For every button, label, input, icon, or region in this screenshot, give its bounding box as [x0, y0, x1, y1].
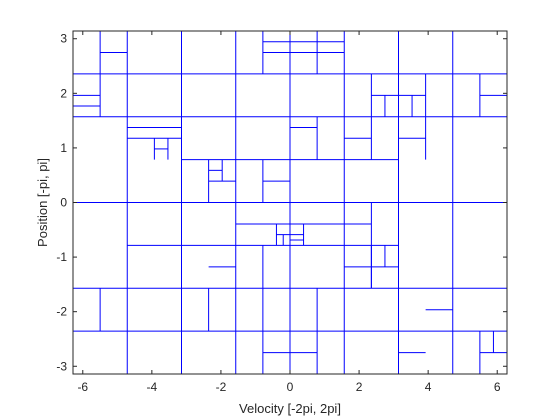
y-tick-label: -2: [56, 305, 67, 319]
y-tick-label: 1: [60, 141, 67, 155]
partition-lines: [73, 31, 507, 374]
y-tick-label: 2: [60, 86, 67, 100]
y-axis-ticks: -3 -2 -1 0 1 2 3: [56, 32, 507, 373]
x-tick-label: 0: [287, 380, 294, 394]
x-axis-ticks: -6 -4 -2 0 2 4 6: [77, 31, 501, 394]
y-tick-label: 3: [60, 32, 67, 46]
y-tick-label: -3: [56, 359, 67, 373]
x-tick-label: 2: [356, 380, 363, 394]
x-tick-label: 4: [425, 380, 432, 394]
y-tick-label: 0: [60, 196, 67, 210]
y-tick-label: -1: [56, 250, 67, 264]
x-tick-label: -4: [147, 380, 158, 394]
x-axis-label: Velocity [-2pi, 2pi]: [239, 401, 341, 416]
x-tick-label: 6: [494, 380, 501, 394]
x-tick-label: -6: [77, 380, 88, 394]
x-tick-label: -2: [216, 380, 227, 394]
y-axis-label: Position [-pi, pi]: [35, 158, 50, 247]
